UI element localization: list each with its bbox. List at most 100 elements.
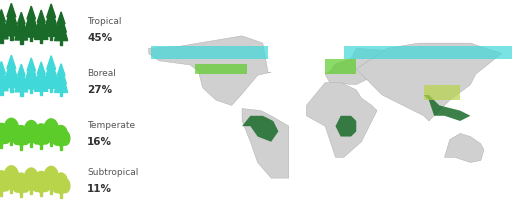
Polygon shape (60, 192, 62, 198)
Circle shape (52, 132, 61, 145)
Polygon shape (151, 46, 268, 59)
Polygon shape (16, 67, 26, 84)
Polygon shape (344, 46, 512, 59)
Polygon shape (4, 61, 19, 88)
Circle shape (4, 166, 19, 189)
Polygon shape (242, 108, 289, 178)
Polygon shape (27, 58, 35, 71)
Polygon shape (306, 83, 377, 157)
Polygon shape (34, 15, 48, 40)
Polygon shape (37, 62, 45, 74)
Polygon shape (0, 10, 6, 22)
Polygon shape (10, 88, 13, 92)
Polygon shape (424, 95, 471, 121)
Polygon shape (15, 17, 28, 40)
Circle shape (24, 168, 38, 190)
Circle shape (2, 125, 11, 141)
Polygon shape (0, 14, 8, 39)
Polygon shape (242, 116, 279, 142)
Polygon shape (56, 66, 67, 84)
Circle shape (41, 130, 50, 144)
Circle shape (11, 125, 22, 141)
Circle shape (13, 179, 22, 192)
Text: 45%: 45% (87, 33, 112, 43)
Circle shape (0, 171, 8, 192)
Circle shape (15, 173, 28, 193)
Polygon shape (20, 144, 23, 149)
Circle shape (13, 131, 22, 145)
Polygon shape (24, 63, 38, 89)
Circle shape (0, 129, 2, 143)
Circle shape (41, 126, 51, 141)
Polygon shape (4, 9, 19, 36)
Circle shape (2, 173, 11, 188)
Circle shape (22, 131, 30, 145)
Polygon shape (0, 64, 7, 82)
Polygon shape (56, 14, 67, 32)
Polygon shape (27, 6, 35, 19)
Circle shape (41, 173, 51, 189)
Polygon shape (5, 6, 17, 26)
Circle shape (32, 130, 41, 144)
Polygon shape (325, 48, 388, 85)
Polygon shape (44, 9, 58, 37)
Polygon shape (60, 41, 62, 44)
Circle shape (2, 177, 10, 191)
Polygon shape (30, 89, 32, 93)
Polygon shape (50, 140, 52, 146)
Polygon shape (30, 188, 32, 194)
Polygon shape (7, 3, 16, 17)
Polygon shape (325, 59, 356, 74)
Polygon shape (24, 11, 38, 37)
Polygon shape (37, 10, 45, 22)
Polygon shape (55, 17, 68, 41)
Circle shape (15, 125, 28, 145)
Polygon shape (34, 67, 48, 91)
Polygon shape (47, 56, 56, 69)
Circle shape (22, 127, 31, 142)
Circle shape (61, 179, 70, 193)
Circle shape (4, 118, 19, 142)
Polygon shape (60, 92, 62, 96)
Polygon shape (15, 69, 28, 92)
Text: Tropical: Tropical (87, 17, 121, 26)
Polygon shape (47, 4, 56, 17)
Circle shape (11, 173, 22, 188)
Polygon shape (424, 85, 460, 100)
Polygon shape (444, 133, 484, 162)
Polygon shape (36, 13, 47, 31)
Polygon shape (60, 144, 62, 150)
Polygon shape (20, 92, 23, 96)
Circle shape (55, 125, 68, 146)
Polygon shape (17, 12, 25, 24)
Polygon shape (57, 64, 65, 76)
Polygon shape (45, 59, 57, 79)
Circle shape (31, 175, 40, 189)
Text: Temperate: Temperate (87, 121, 135, 130)
Text: 16%: 16% (87, 137, 112, 147)
Circle shape (2, 129, 10, 143)
Circle shape (61, 132, 70, 145)
Circle shape (44, 166, 58, 190)
Polygon shape (1, 190, 3, 196)
Polygon shape (16, 15, 26, 32)
Polygon shape (0, 12, 7, 30)
Circle shape (31, 127, 40, 142)
Text: Boreal: Boreal (87, 69, 116, 78)
Text: 11%: 11% (87, 184, 112, 194)
Polygon shape (44, 61, 58, 88)
Polygon shape (0, 39, 3, 43)
Polygon shape (10, 36, 13, 40)
Polygon shape (20, 191, 23, 197)
Polygon shape (50, 188, 52, 194)
Circle shape (22, 175, 31, 189)
Polygon shape (26, 60, 37, 80)
Polygon shape (335, 116, 356, 137)
Polygon shape (0, 61, 6, 74)
Polygon shape (40, 40, 42, 43)
Polygon shape (45, 7, 57, 27)
Text: 27%: 27% (87, 85, 112, 95)
Circle shape (52, 179, 61, 193)
Polygon shape (50, 88, 52, 92)
Circle shape (24, 121, 38, 143)
